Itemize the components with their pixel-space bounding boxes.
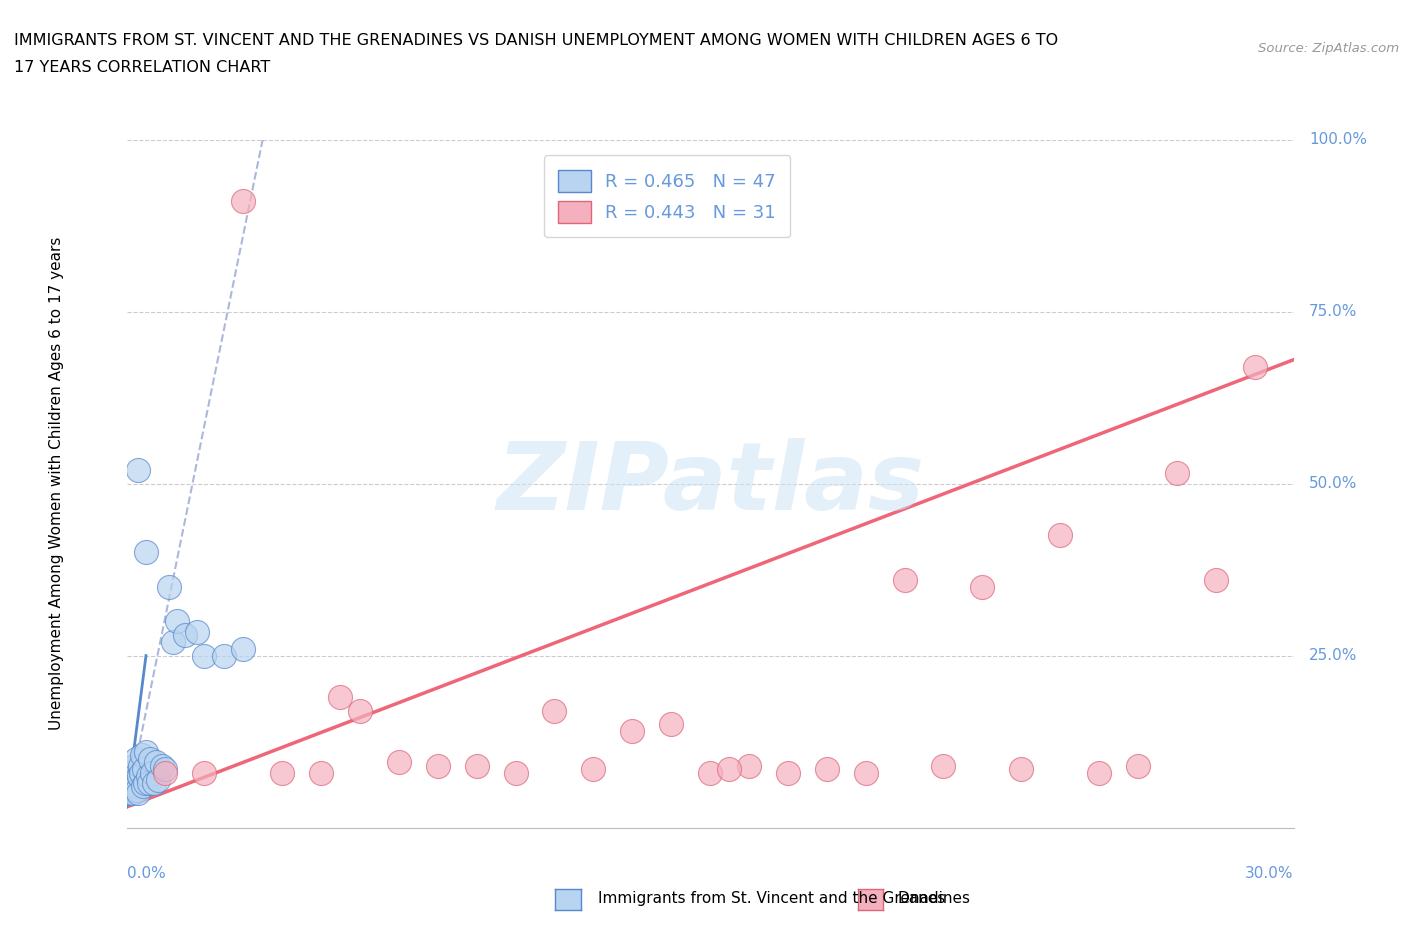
Point <box>118 776 141 790</box>
Text: 25.0%: 25.0% <box>1309 648 1357 663</box>
Point <box>309 765 332 780</box>
Point <box>129 758 152 773</box>
Text: Danes: Danes <box>897 891 945 906</box>
Text: 17 YEARS CORRELATION CHART: 17 YEARS CORRELATION CHART <box>14 60 270 75</box>
Point <box>122 786 145 801</box>
Text: 0.0%: 0.0% <box>127 866 166 881</box>
Point <box>232 642 254 657</box>
Point <box>131 765 153 780</box>
Point <box>1243 359 1265 374</box>
Point <box>118 772 141 787</box>
Point <box>136 768 159 783</box>
Point <box>155 765 177 780</box>
Text: Immigrants from St. Vincent and the Grenadines: Immigrants from St. Vincent and the Gren… <box>598 891 970 906</box>
Point <box>543 703 565 718</box>
Text: Unemployment Among Women with Children Ages 6 to 17 years: Unemployment Among Women with Children A… <box>49 237 65 730</box>
Point <box>142 776 165 790</box>
Point <box>131 748 153 763</box>
Point <box>120 768 142 783</box>
Point <box>505 765 527 780</box>
Point <box>1126 758 1149 773</box>
Point <box>166 614 188 629</box>
Text: 50.0%: 50.0% <box>1309 476 1357 491</box>
Point <box>855 765 877 780</box>
Point <box>212 648 235 663</box>
Text: IMMIGRANTS FROM ST. VINCENT AND THE GRENADINES VS DANISH UNEMPLOYMENT AMONG WOME: IMMIGRANTS FROM ST. VINCENT AND THE GREN… <box>14 33 1059 47</box>
Point <box>121 779 143 794</box>
Text: ZIPatlas: ZIPatlas <box>496 438 924 529</box>
Point <box>132 762 155 777</box>
Point <box>118 779 141 794</box>
Point <box>138 776 160 790</box>
Point <box>132 779 155 794</box>
Point <box>124 758 146 773</box>
Point <box>124 772 146 787</box>
Point <box>193 648 215 663</box>
Point <box>738 758 761 773</box>
Point <box>932 758 955 773</box>
Point <box>776 765 799 780</box>
Text: 75.0%: 75.0% <box>1309 304 1357 319</box>
Point <box>150 758 173 773</box>
Point <box>128 768 150 783</box>
Point <box>815 762 838 777</box>
Point <box>125 779 148 794</box>
Point <box>127 786 149 801</box>
Point <box>193 765 215 780</box>
Point <box>893 573 915 588</box>
Point <box>120 786 142 801</box>
Point <box>157 579 180 594</box>
Point <box>155 762 177 777</box>
Point <box>125 751 148 766</box>
Text: 30.0%: 30.0% <box>1246 866 1294 881</box>
Point <box>134 776 156 790</box>
Point <box>146 772 169 787</box>
Text: 100.0%: 100.0% <box>1309 132 1367 147</box>
Point <box>1088 765 1111 780</box>
Point <box>699 765 721 780</box>
Point <box>139 751 162 766</box>
Point <box>349 703 371 718</box>
Point <box>1205 573 1227 588</box>
Point <box>186 624 208 639</box>
Point <box>135 545 157 560</box>
Point <box>465 758 488 773</box>
Point <box>174 628 197 643</box>
Point <box>118 786 141 801</box>
Point <box>121 782 143 797</box>
Point <box>120 779 142 794</box>
Point <box>232 194 254 209</box>
Point <box>329 689 352 704</box>
Point <box>1166 466 1188 481</box>
Point <box>121 772 143 787</box>
Point <box>972 579 994 594</box>
Point <box>1010 762 1032 777</box>
Point <box>135 745 157 760</box>
Point <box>271 765 294 780</box>
Point <box>121 765 143 780</box>
Point <box>145 755 167 770</box>
Point <box>127 462 149 477</box>
Point <box>1049 528 1071 543</box>
Point <box>718 762 741 777</box>
Point <box>621 724 644 738</box>
Point <box>162 634 184 649</box>
Point <box>127 782 149 797</box>
Point <box>388 755 411 770</box>
Point <box>141 765 163 780</box>
Text: Source: ZipAtlas.com: Source: ZipAtlas.com <box>1258 42 1399 55</box>
Point <box>582 762 605 777</box>
Legend: R = 0.465   N = 47, R = 0.443   N = 31: R = 0.465 N = 47, R = 0.443 N = 31 <box>544 155 790 237</box>
Point <box>117 782 139 797</box>
Point <box>659 717 682 732</box>
Point <box>426 758 449 773</box>
Point <box>122 762 145 777</box>
